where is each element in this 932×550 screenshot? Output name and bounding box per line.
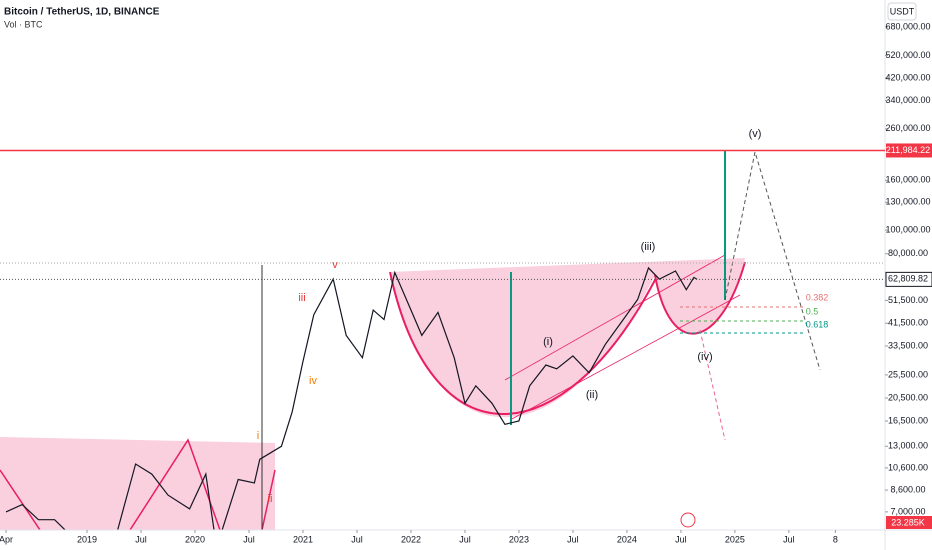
x-tick-label: Jul	[351, 534, 363, 544]
x-tick-label: 2023	[509, 534, 529, 544]
marks	[5, 266, 698, 530]
pattern-fill	[0, 437, 275, 530]
y-tick-label: 100,000.00	[885, 224, 930, 234]
x-tick-label: Jul	[135, 534, 147, 544]
x-tick-label: 2019	[77, 534, 97, 544]
x-tick-label: Jul	[243, 534, 255, 544]
y-tick-label: 420,000.00	[885, 72, 930, 82]
y-tick-label: 8,600.00	[890, 484, 925, 494]
y-tick-label: 10,600.00	[888, 462, 928, 472]
channel-line	[509, 294, 741, 421]
chart-title: Bitcoin / TetherUS, 1D, BINANCE	[4, 7, 160, 18]
annotation: v	[332, 259, 338, 271]
volume-box	[886, 516, 932, 529]
x-tick-label: 2021	[293, 534, 313, 544]
handle-curve	[654, 261, 746, 335]
y-tick-label: 13,000.00	[888, 441, 928, 451]
x-tick-label: Jul	[567, 534, 579, 544]
y-tick-label: 260,000.00	[885, 123, 930, 133]
y-tick-label: 16,500.00	[888, 415, 928, 425]
x-tick-label: Jul	[459, 534, 471, 544]
projection	[699, 329, 726, 441]
y-tick-label: 80,000.00	[888, 248, 928, 258]
x-tick-label: 2022	[401, 534, 421, 544]
last-price-label: 62,809.82	[888, 274, 928, 284]
annotation: 0.618	[806, 319, 829, 329]
y-tick-label: 520,000.00	[885, 50, 930, 60]
y-tick-label: 33,500.00	[888, 340, 928, 350]
annotation: 0.382	[806, 292, 829, 302]
annotation: (iv)	[697, 351, 712, 363]
x-tick-label: Jul	[783, 534, 795, 544]
currency[interactable]: USDT	[890, 6, 915, 16]
y-tick-label: 340,000.00	[885, 95, 930, 105]
x-tick-label: 2024	[617, 534, 637, 544]
annotation: (i)	[543, 336, 553, 348]
y-tick-label: 25,500.00	[888, 369, 928, 379]
cup-fill	[390, 258, 745, 418]
y-tick-label: 41,500.00	[888, 318, 928, 328]
annotation: ii	[268, 493, 273, 505]
price-line	[5, 266, 698, 530]
x-tick-label: Jul	[675, 534, 687, 544]
volume-label: 23.285K	[891, 517, 925, 527]
x-tick-label: 2020	[185, 534, 205, 544]
y-tick-label: 680,000.00	[885, 21, 930, 31]
y-tick-label: 130,000.00	[885, 197, 930, 207]
target-label: 211,984.22	[886, 145, 930, 155]
last-price-box	[885, 271, 932, 287]
y-tick-label: 20,500.00	[888, 392, 928, 402]
x-tick-label: 2025	[725, 534, 745, 544]
annotation: (v)	[749, 128, 762, 140]
annotation: (iii)	[641, 241, 656, 253]
y-tick-label: 7,000.00	[890, 506, 925, 516]
annotation: iii	[298, 292, 305, 304]
cup-curve	[389, 271, 656, 415]
x-tick-label: Apr	[0, 534, 13, 544]
annotation: 0.5	[806, 306, 819, 316]
event-icon[interactable]	[680, 512, 696, 528]
annotation: i	[257, 430, 259, 442]
channel-line	[504, 254, 726, 381]
x-tick-label: 8	[833, 534, 838, 544]
subtitle: Vol · BTC	[4, 19, 43, 29]
target-box	[886, 143, 932, 158]
y-tick-label: 160,000.00	[885, 175, 930, 185]
drawings	[0, 151, 885, 530]
projection	[724, 151, 821, 371]
annotation: iv	[309, 375, 317, 387]
annotation: (ii)	[586, 389, 598, 401]
y-tick-label: 51,500.00	[888, 295, 928, 305]
currency-box[interactable]	[887, 2, 917, 21]
